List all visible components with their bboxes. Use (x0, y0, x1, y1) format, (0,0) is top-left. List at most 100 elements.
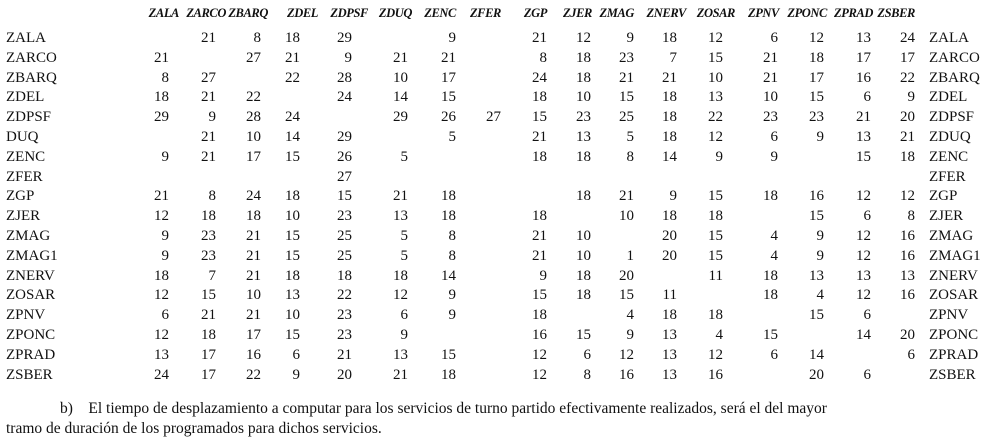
table-cell: 21 (337, 346, 352, 363)
table-cell: 16 (708, 366, 723, 383)
table-cell: 23 (763, 109, 778, 126)
table-cell: 18 (576, 287, 591, 304)
table-cell: 12 (856, 247, 871, 264)
table-cell: 21 (154, 188, 169, 205)
table-cell: 9 (816, 228, 825, 244)
table-cell: 15 (201, 287, 216, 304)
table-cell: 13 (708, 89, 723, 106)
table-cell: 15 (532, 287, 547, 304)
table-cell: 15 (285, 247, 300, 264)
table-cell: 9 (161, 228, 170, 244)
table-cell: 8 (448, 228, 457, 244)
table-cell: 16 (900, 247, 915, 264)
table-cell: 18 (532, 89, 547, 106)
table-cell: 12 (576, 30, 591, 46)
row-label: ZBARQ (6, 69, 57, 86)
column-header: ZDEL (286, 6, 318, 20)
column-header: ZGP (523, 6, 548, 20)
table-cell: 13 (662, 346, 677, 363)
table-cell: 8 (539, 49, 548, 66)
table-cell: 9 (448, 30, 457, 46)
table-cell: 15 (337, 188, 352, 205)
table-cell: 13 (809, 267, 824, 284)
table-cell: 6 (863, 89, 872, 106)
row-label: ZDEL (6, 89, 45, 106)
table-cell: 15 (441, 89, 456, 106)
table-cell: 21 (532, 129, 547, 145)
table-cell: 18 (662, 30, 677, 46)
table-cell: 13 (393, 208, 408, 225)
table-cell: 15 (809, 307, 824, 324)
column-header: ZPONC (787, 6, 827, 20)
table-cell: 21 (246, 307, 261, 324)
row-label-right: ZOSAR (929, 287, 979, 304)
table-cell: 18 (246, 208, 261, 225)
table-cell: 15 (285, 148, 300, 165)
row-label: ZOSAR (6, 287, 56, 304)
table-cell: 15 (809, 89, 824, 106)
table-cell: 21 (393, 366, 408, 383)
row-label-right: ZDEL (929, 89, 968, 106)
column-header: ZNERV (646, 6, 687, 20)
table-cell: 23 (337, 208, 352, 225)
column-header: ZFER (469, 6, 501, 20)
table-cell: 17 (201, 346, 216, 363)
table-cell: 13 (662, 327, 677, 343)
row-label: ZALA (6, 30, 46, 46)
table-cell: 14 (809, 346, 824, 363)
table-cell: 29 (154, 109, 169, 126)
table-cell: 17 (900, 49, 915, 66)
table-cell: 21 (441, 49, 456, 66)
table-cell: 10 (576, 89, 591, 106)
table-cell: 14 (662, 148, 677, 165)
row-label: ZPNV (6, 307, 46, 324)
table-cell: 8 (161, 69, 170, 86)
row-label: ZSBER (6, 366, 53, 383)
table-cell: 22 (246, 366, 261, 383)
table-cell: 18 (154, 267, 169, 284)
table-cell: 14 (285, 129, 300, 145)
table-cell: 15 (285, 327, 300, 343)
table-cell: 6 (863, 366, 872, 383)
table-cell: 13 (576, 129, 591, 145)
table-cell: 9 (626, 30, 635, 46)
row-label: ZGP (6, 188, 35, 205)
table-cell: 17 (246, 327, 261, 343)
row-label: ZFER (6, 168, 43, 185)
table-cell: 12 (532, 346, 547, 363)
table-cell: 24 (154, 366, 169, 383)
table-cell: 18 (662, 208, 677, 225)
table-cell: 12 (856, 228, 871, 244)
column-header: ZSBER (877, 6, 915, 20)
table-cell: 18 (763, 287, 778, 304)
table-cell: 8 (907, 208, 916, 225)
table-cell: 15 (708, 247, 723, 264)
column-header: ZPRAD (834, 6, 873, 20)
table-cell: 22 (900, 69, 915, 86)
table-cell: 10 (619, 208, 634, 225)
table-cell: 6 (907, 346, 916, 363)
table-cell: 26 (337, 148, 352, 165)
table-cell: 21 (201, 129, 216, 145)
table-cell: 20 (900, 327, 915, 343)
table-cell: 20 (662, 228, 677, 244)
table-cell: 20 (809, 366, 824, 383)
table-cell: 15 (619, 89, 634, 106)
table-cell: 18 (441, 208, 456, 225)
table-cell: 4 (770, 247, 779, 264)
table-cell: 27 (337, 168, 352, 185)
table-cell: 29 (393, 109, 408, 126)
table-cell: 13 (154, 346, 169, 363)
table-cell: 28 (337, 69, 352, 86)
table-cell: 21 (154, 49, 169, 66)
note-line-1: b) El tiempo de desplazamiento a computa… (60, 400, 827, 417)
column-header: ZOSAR (696, 6, 736, 20)
column-header: ZENC (424, 6, 456, 20)
table-cell: 18 (662, 109, 677, 126)
table-cell: 12 (900, 188, 915, 205)
table-cell: 10 (285, 307, 300, 324)
table-cell: 18 (809, 49, 824, 66)
table-cell: 21 (619, 188, 634, 205)
table-cell: 18 (441, 366, 456, 383)
table-cell: 13 (662, 366, 677, 383)
